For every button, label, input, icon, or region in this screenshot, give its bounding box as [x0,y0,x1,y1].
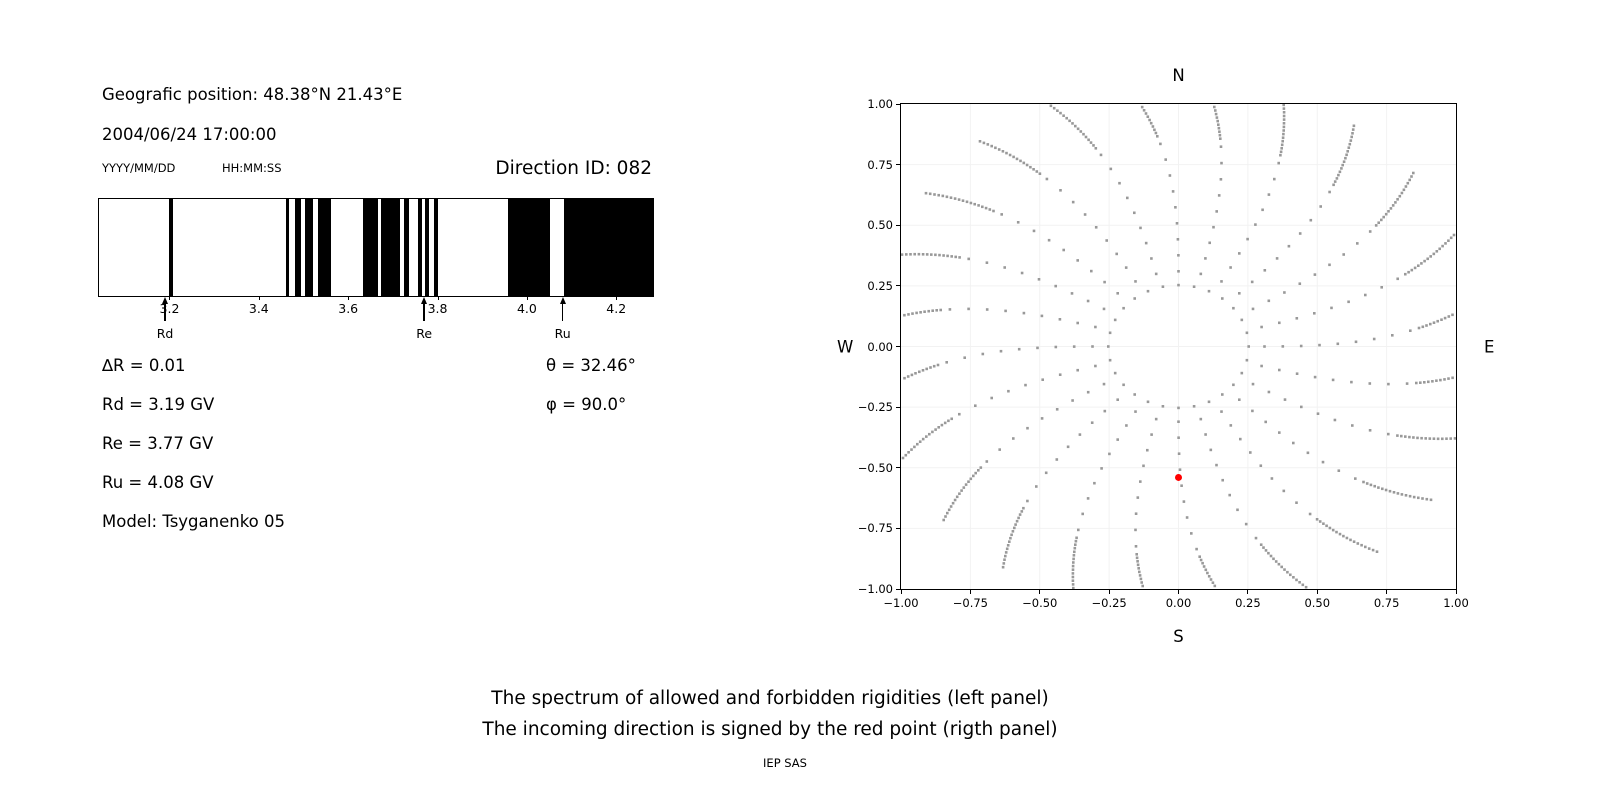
direction-y-tick-label: −1.00 [857,582,893,596]
direction-y-tick [896,285,901,287]
direction-y-tick-label: 0.75 [867,157,893,172]
spectrum-x-tick [437,296,439,300]
allowed-band [294,199,301,296]
direction-x-tick-label: 0.75 [1373,596,1400,610]
spectrum-x-tick [348,296,350,300]
direction-y-tick-label: 0.50 [867,218,893,233]
param-re: Re = 3.77 GV [102,434,214,453]
direction-x-tick [1247,589,1249,594]
spectrum-bands [99,199,653,296]
direction-x-tick [1178,589,1179,594]
cutoff-arrow-rd [162,297,169,321]
direction-x-tick [969,589,971,594]
allowed-band [434,199,438,296]
allowed-band [363,199,378,296]
allowed-band [380,199,400,296]
direction-x-tick-label: −1.00 [883,596,919,610]
arrow-head-icon [421,297,428,304]
geo-position-text: Geografic position: 48.38°N 21.43°E [102,85,403,104]
direction-x-tick-label: −0.50 [1022,596,1058,610]
spectrum-x-tick-label: 4.2 [606,301,627,316]
datetime-text: 2004/06/24 17:00:00 [102,125,277,144]
direction-scatter-svg [901,104,1456,589]
direction-dots [901,104,1456,589]
param-ru: Ru = 4.08 GV [102,473,214,492]
allowed-band [285,199,290,296]
direction-x-tick [1316,589,1318,594]
direction-y-tick [896,103,901,105]
direction-y-tick-label: 1.00 [867,97,893,111]
compass-west-label: W [837,337,854,356]
direction-y-tick [896,467,901,469]
direction-y-tick-label: −0.75 [857,521,893,536]
allowed-band [507,199,551,296]
arrow-stem [164,303,166,321]
compass-east-label: E [1484,337,1495,356]
compass-north-label: N [1172,66,1185,85]
param-delta-r: ∆R = 0.01 [102,356,186,375]
spectrum-x-tick-label: 3.8 [427,301,448,316]
direction-x-tick [1108,589,1110,594]
direction-y-tick [896,588,901,590]
direction-x-tick-label: 0.50 [1304,596,1331,610]
direction-y-tick [896,224,901,226]
allowed-band [305,199,313,296]
allowed-band [317,199,332,296]
cutoff-arrow-re [421,297,428,321]
compass-south-label: S [1173,627,1184,646]
cutoff-label-ru: Ru [554,326,571,341]
direction-y-tick-label: 0.00 [867,339,893,354]
param-rd: Rd = 3.19 GV [102,395,215,414]
direction-x-tick-label: 0.25 [1235,596,1261,610]
direction-plot: N S W E −1.00 −0.75 −0.50 −0.25 0.00 0.25 0.50… [837,66,1494,646]
direction-id-text: Direction ID: 082 [495,158,652,179]
direction-x-tick-label: 1.00 [1443,596,1469,610]
spectrum-x-tick-label: 3.6 [338,301,359,316]
cutoff-label-rd: Rd [156,326,174,341]
direction-y-tick [896,164,901,166]
direction-y-tick [896,346,901,347]
direction-x-tick [1455,589,1457,594]
direction-y-tick-label: −0.25 [857,400,893,415]
allowed-band [169,199,174,296]
direction-y-tick [896,527,901,529]
time-format-label: HH:MM:SS [222,161,282,175]
spectrum-x-tick-label: 4.0 [516,301,537,316]
spectrum-x-axis: 3.2 3.4 3.6 3.8 4.0 4.2 Rd Re Ru [98,296,652,360]
direction-x-tick [900,589,902,594]
allowed-band [417,199,422,296]
direction-x-tick-label: 0.00 [1165,596,1192,610]
direction-y-tick-label: −0.50 [857,460,893,475]
direction-y-tick-label: 0.25 [867,278,893,293]
allowed-band [563,199,653,296]
param-model: Model: Tsyganenko 05 [102,512,286,531]
spectrum-x-tick-label: 3.4 [248,301,269,316]
spectrum-x-tick [526,296,528,300]
spectrum-plot [98,198,654,297]
direction-x-tick-label: −0.25 [1091,596,1127,610]
date-format-label: YYYY/MM/DD [102,161,176,175]
param-theta: θ = 32.46° [546,356,636,375]
caption-line2: The incoming direction is signed by the … [482,719,1058,740]
spectrum-x-tick [169,296,171,300]
allowed-band [425,199,429,296]
credit-text: IEP SAS [763,756,807,770]
red-incoming-direction-point [1175,473,1182,481]
cutoff-label-re: Re [416,326,433,341]
direction-x-tick [1386,589,1388,594]
direction-x-tick [1039,589,1041,594]
param-phi: φ = 90.0° [546,395,627,414]
direction-y-tick [896,406,901,408]
direction-x-tick-label: −0.75 [952,596,988,610]
spectrum-x-tick [258,296,260,300]
arrow-stem [561,303,564,321]
arrow-stem [423,303,425,321]
arrow-head-icon [559,297,566,304]
arrow-head-icon [162,297,169,304]
caption-line1: The spectrum of allowed and forbidden ri… [491,688,1049,709]
cutoff-arrow-ru [559,297,566,321]
allowed-band [403,199,410,296]
spectrum-x-tick [616,296,618,300]
